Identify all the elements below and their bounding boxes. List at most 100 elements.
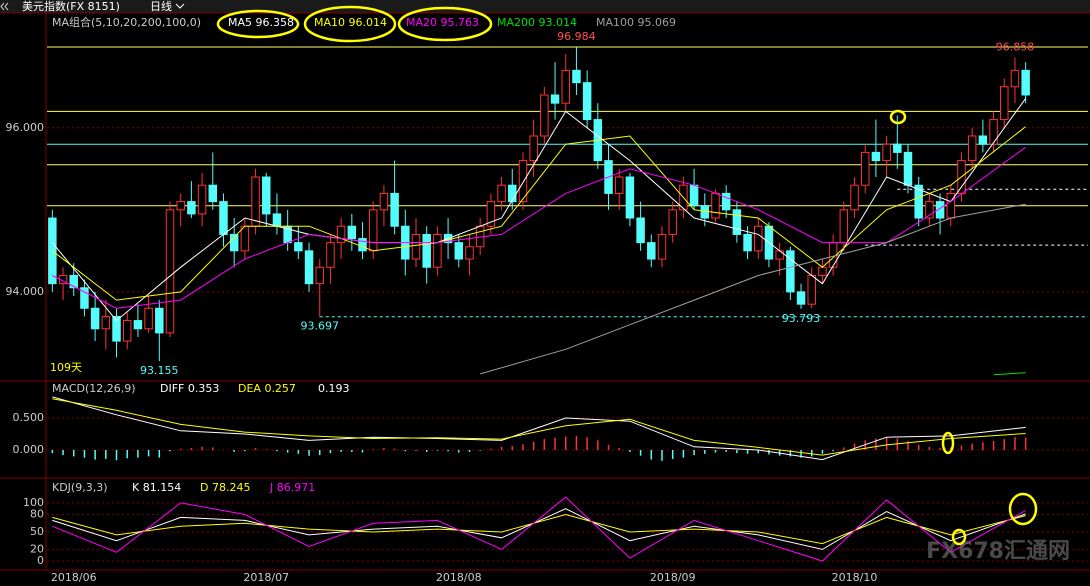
- candle-body: [946, 192, 956, 219]
- candle-body: [144, 307, 153, 330]
- candle-body: [336, 225, 346, 244]
- candle-body: [978, 135, 988, 145]
- candle-body: [112, 315, 121, 342]
- candle-body: [219, 201, 228, 235]
- highlight-marks: [216, 5, 1038, 546]
- top-bar: [0, 0, 1090, 13]
- extreme-label: 96.858: [996, 40, 1035, 53]
- candle-body: [572, 69, 581, 84]
- legend-item: MA10 96.014: [314, 16, 387, 29]
- candle-body: [732, 209, 742, 235]
- candle-body: [486, 201, 496, 227]
- candle-body: [208, 184, 218, 203]
- y-tick-label: 80: [30, 508, 44, 521]
- candle-body: [122, 320, 132, 342]
- candle-body: [454, 242, 464, 260]
- symbol-title: 美元指数(FX 8151): [22, 0, 120, 13]
- candle-body: [508, 184, 517, 203]
- candle-body: [743, 233, 752, 252]
- candle-body: [668, 209, 677, 235]
- legend-item: DIFF 0.353: [160, 382, 219, 395]
- candle-body: [550, 94, 560, 104]
- extreme-label: 96.984: [557, 30, 596, 43]
- candle-body: [155, 307, 164, 334]
- candle-body: [465, 246, 474, 260]
- ma-line: [52, 496, 1026, 562]
- candle-body: [518, 160, 528, 203]
- highlight-ellipse: [216, 9, 300, 39]
- candle-body: [294, 242, 303, 252]
- y-tick-label: 0.500: [13, 411, 45, 424]
- candle-body: [721, 192, 731, 211]
- candle-body: [871, 151, 881, 162]
- highlight-ellipse: [397, 6, 493, 42]
- watermark: FX678汇通网: [926, 539, 1070, 564]
- candle-body: [80, 287, 89, 309]
- candle-body: [754, 225, 763, 252]
- pane-title: MACD(12,26,9): [52, 382, 136, 395]
- legend-item: J 86.971: [269, 481, 315, 494]
- highlight-ellipse: [1008, 492, 1038, 526]
- candle-body: [614, 176, 624, 194]
- candle-body: [935, 201, 945, 219]
- candle-body: [711, 192, 720, 219]
- candle-body: [807, 274, 816, 305]
- legend-item: MA5 96.358: [228, 16, 294, 29]
- ma-line: [51, 126, 1027, 301]
- x-tick-label: 2018/09: [650, 571, 696, 584]
- candle-body: [818, 266, 827, 276]
- y-tick-label: 94.000: [6, 285, 45, 298]
- candle-body: [1010, 69, 1020, 88]
- candle-body: [925, 201, 934, 219]
- candle-body: [839, 209, 849, 244]
- candle-body: [967, 135, 977, 162]
- x-tick-label: 2018/07: [243, 571, 289, 584]
- ma-line: [52, 398, 1026, 456]
- candle-body: [90, 307, 100, 330]
- y-tick-label: 20: [30, 542, 44, 555]
- candle-body: [422, 233, 431, 268]
- candle-body: [561, 69, 570, 104]
- candle-body: [251, 176, 260, 227]
- candle-body: [882, 143, 891, 162]
- candle-body: [989, 119, 998, 145]
- y-tick-label: 50: [30, 525, 44, 538]
- candle-body: [411, 233, 421, 260]
- candle-body: [240, 225, 250, 252]
- highlight-ellipse: [941, 431, 955, 455]
- highlight-ellipse: [303, 5, 397, 43]
- candle-body: [529, 135, 538, 162]
- candle-body: [133, 320, 143, 330]
- candle-body: [540, 94, 549, 137]
- candle-body: [903, 151, 913, 186]
- highlight-ellipse: [889, 109, 907, 125]
- candle-body: [262, 176, 271, 215]
- y-tick-label: 0.000: [13, 443, 45, 456]
- candle-body: [796, 291, 806, 305]
- extreme-label: 93.697: [300, 320, 339, 333]
- candle-body: [914, 184, 923, 219]
- candle-body: [433, 233, 442, 268]
- x-tick-label: 2018/06: [51, 571, 97, 584]
- candle-body: [347, 225, 357, 240]
- legend-item: MA20 95.763: [406, 16, 479, 29]
- candle-body: [1021, 69, 1030, 96]
- back-icon[interactable]: [0, 2, 9, 11]
- period-dropdown[interactable]: [175, 3, 185, 9]
- x-tick-label: 2018/08: [436, 571, 482, 584]
- candle-body: [657, 233, 667, 260]
- highlight-ellipse: [951, 528, 967, 546]
- candle-body: [893, 143, 902, 153]
- extreme-label: 93.793: [782, 312, 821, 325]
- candle-body: [647, 242, 656, 260]
- note: 109天: [50, 361, 82, 374]
- candle-body: [165, 209, 175, 334]
- candle-body: [379, 192, 389, 211]
- y-tick-label: 0: [37, 554, 44, 567]
- candle-body: [187, 201, 196, 215]
- period[interactable]: 日线: [150, 0, 172, 13]
- y-tick-label: 96.000: [6, 121, 45, 134]
